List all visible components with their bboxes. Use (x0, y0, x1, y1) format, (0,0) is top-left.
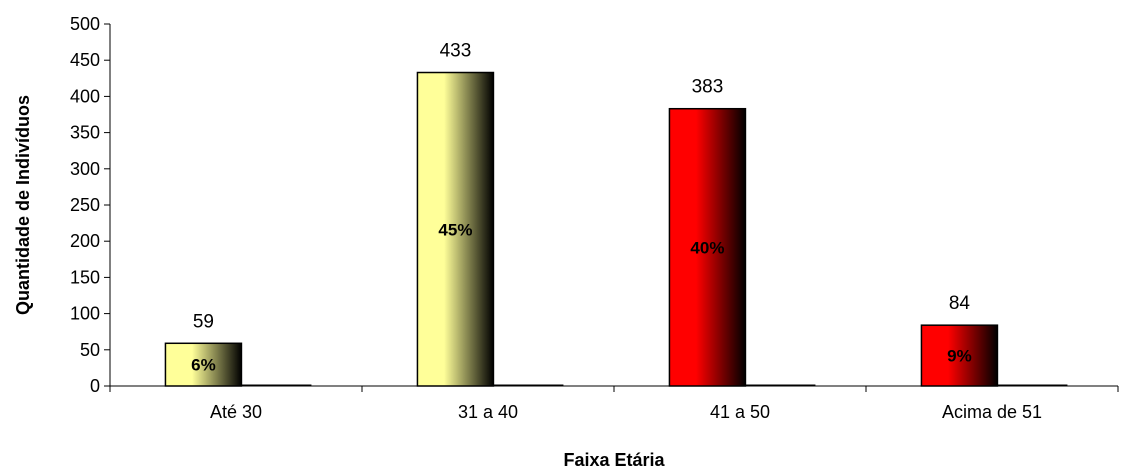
category-label: Até 30 (210, 402, 262, 422)
y-tick-label: 0 (90, 376, 100, 396)
value-label: 433 (440, 41, 472, 62)
value-label: 59 (193, 311, 214, 332)
percent-label: 45% (438, 220, 472, 239)
percent-label: 40% (690, 238, 724, 257)
y-tick-label: 200 (70, 231, 100, 251)
percent-label: 6% (191, 356, 216, 375)
category-label: Acima de 51 (942, 402, 1042, 422)
value-label: 84 (949, 293, 971, 314)
y-tick-label: 500 (70, 14, 100, 34)
bar (668, 107, 747, 387)
y-tick-label: 50 (80, 340, 100, 360)
value-label: 383 (692, 77, 724, 98)
category-label: 31 a 40 (458, 402, 518, 422)
y-axis-title: Quantidade de Indivíduos (13, 95, 33, 315)
y-tick-label: 400 (70, 86, 100, 106)
bars: 59 6% 433 45% 383 40% 84 9% (164, 41, 1068, 387)
y-tick-label: 150 (70, 267, 100, 287)
y-tick-label: 350 (70, 123, 100, 143)
y-tick-label: 100 (70, 304, 100, 324)
x-axis-title: Faixa Etária (563, 450, 665, 470)
bar (416, 71, 495, 387)
y-tick-label: 300 (70, 159, 100, 179)
percent-label: 9% (947, 347, 972, 366)
bar (920, 324, 999, 387)
y-tick-label: 250 (70, 195, 100, 215)
bar (164, 342, 243, 387)
y-tick-label: 450 (70, 50, 100, 70)
category-label: 41 a 50 (710, 402, 770, 422)
x-axis-ticks: Até 30 31 a 40 41 a 50 Acima de 51 (109, 386, 1119, 422)
y-axis-ticks: 0 50 100 150 200 250 300 350 400 450 500 (70, 14, 110, 396)
